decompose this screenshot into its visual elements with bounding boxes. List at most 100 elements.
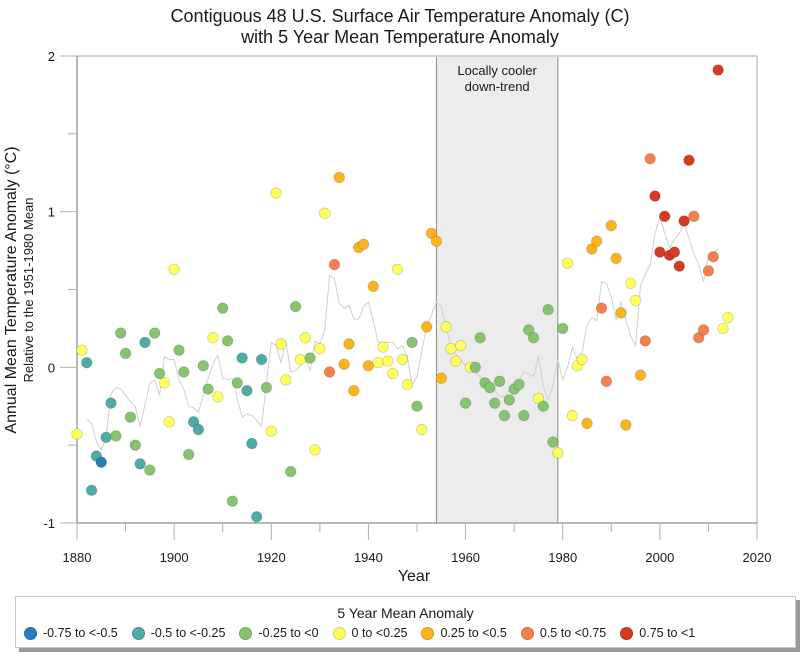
data-point — [678, 215, 690, 227]
data-point — [625, 277, 637, 289]
x-tick-label: 2020 — [743, 550, 772, 565]
data-point — [119, 347, 132, 360]
data-point — [527, 332, 540, 344]
plot-frame — [76, 55, 758, 524]
data-point — [265, 425, 277, 437]
data-point — [411, 400, 423, 412]
data-point — [659, 210, 671, 223]
data-point — [377, 341, 389, 353]
y-axis-sublabel: Relative to the 1951-1980 Mean — [21, 197, 36, 382]
data-point — [343, 338, 355, 350]
data-point — [576, 353, 588, 366]
data-point — [421, 321, 433, 333]
data-point — [202, 383, 214, 395]
x-tick-label: 1900 — [160, 550, 189, 565]
legend-title: 5 Year Mean Anomaly — [337, 605, 474, 621]
legend-swatch-icon — [620, 626, 634, 640]
data-point — [255, 353, 268, 366]
data-point — [304, 352, 316, 364]
data-point — [634, 369, 647, 381]
legend-swatch-icon — [332, 626, 346, 640]
data-point — [314, 342, 326, 355]
y-tick-label: 0 — [48, 360, 55, 375]
data-point — [372, 356, 384, 369]
data-point — [435, 372, 447, 384]
data-point — [552, 447, 564, 459]
data-point — [76, 344, 88, 356]
data-point — [183, 448, 195, 461]
data-point — [270, 187, 282, 199]
legend-label: -0.5 to <-0.25 — [150, 626, 226, 640]
data-point — [712, 64, 724, 76]
data-point — [532, 392, 545, 405]
data-point — [523, 324, 535, 336]
data-point — [469, 361, 481, 374]
annotation-line-1: Locally cooler — [457, 63, 537, 78]
data-point — [440, 321, 452, 333]
data-point — [445, 342, 457, 355]
data-point — [629, 294, 642, 307]
x-tick-label: 1960 — [451, 550, 480, 565]
data-point — [338, 358, 350, 370]
data-point — [100, 431, 112, 444]
legend: 5 Year Mean Anomaly -0.75 to <-0.5 -0.5 … — [15, 596, 796, 648]
data-point — [668, 246, 681, 258]
x-tick-label: 2000 — [645, 550, 674, 565]
temperature-anomaly-chart: Contiguous 48 U.S. Surface Air Temperatu… — [3, 6, 772, 585]
data-point — [707, 251, 719, 263]
five-year-mean-line — [86, 214, 719, 451]
data-point — [221, 335, 234, 347]
legend-label: 0.5 to <0.75 — [539, 626, 607, 640]
data-point — [425, 227, 438, 240]
data-point — [260, 381, 273, 394]
x-axis-ticks: 1880 1900 1920 1940 1960 1980 2000 2020 — [63, 523, 772, 565]
data-point — [173, 344, 185, 356]
data-point — [207, 332, 219, 344]
data-point — [387, 367, 399, 380]
data-point — [673, 260, 685, 272]
data-point — [649, 190, 661, 202]
data-point — [217, 302, 229, 314]
data-point — [693, 332, 705, 344]
data-point — [513, 378, 525, 391]
data-point — [105, 397, 117, 409]
data-point — [493, 375, 506, 388]
data-point — [85, 484, 98, 497]
chart-subtitle: with 5 Year Mean Temperature Anomaly — [240, 27, 559, 47]
data-point — [294, 353, 307, 366]
data-point — [212, 391, 224, 403]
data-point — [717, 322, 729, 335]
data-point — [71, 428, 83, 440]
legend-item: 0.5 to <0.75 — [520, 626, 607, 640]
data-point — [367, 280, 379, 293]
legend-item: -0.75 to <-0.5 — [24, 626, 118, 640]
data-point — [455, 339, 467, 352]
legend-item: -0.5 to <-0.25 — [131, 626, 226, 640]
data-point — [153, 367, 166, 380]
annual-anomaly-points — [71, 64, 734, 523]
y-tick-label: 1 — [48, 205, 55, 220]
data-point — [639, 335, 651, 347]
data-point — [144, 464, 156, 476]
data-point — [547, 436, 559, 448]
data-point — [246, 437, 258, 450]
data-point — [168, 263, 180, 275]
data-point — [110, 430, 122, 442]
data-point — [158, 377, 171, 389]
data-point — [275, 338, 287, 350]
cooler-trend-shading — [435, 55, 559, 524]
data-point — [474, 332, 486, 344]
data-point — [333, 171, 345, 184]
data-point — [362, 360, 375, 372]
data-point — [192, 423, 205, 436]
legend-label: 0 to <0.25 — [351, 626, 408, 640]
data-point — [124, 411, 137, 423]
data-point — [178, 366, 190, 378]
data-point — [319, 207, 331, 219]
data-point — [382, 355, 394, 367]
x-tick-label: 1940 — [354, 550, 383, 565]
x-axis-label: Year — [398, 568, 431, 585]
data-point — [600, 375, 613, 388]
legend-label: -0.75 to <-0.5 — [43, 626, 118, 640]
data-point — [115, 327, 127, 339]
